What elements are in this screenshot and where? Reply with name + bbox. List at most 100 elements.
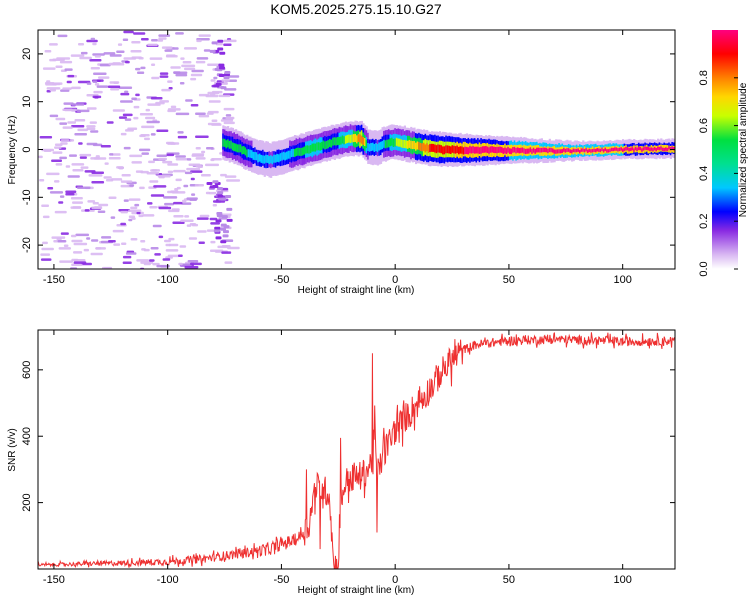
noise-cell xyxy=(108,239,116,243)
noise-cell xyxy=(197,230,207,233)
ridge-cell xyxy=(631,146,634,151)
ridge-cell xyxy=(225,140,228,149)
noise-cell xyxy=(194,184,204,187)
noise-cell xyxy=(131,217,136,220)
noise-cell xyxy=(67,175,80,178)
noise-cell xyxy=(195,146,201,150)
spectrogram-y-label: Frequency (Hz) xyxy=(7,116,18,185)
noise-cell xyxy=(52,58,65,61)
ridge-cell xyxy=(438,144,442,153)
ridge-cell xyxy=(316,142,319,151)
chart-title: KOM5.2025.275.15.10.G27 xyxy=(270,1,441,17)
noise-cell xyxy=(188,237,198,240)
ridge-cell xyxy=(494,146,497,154)
noise-cell xyxy=(71,125,85,128)
noise-cell xyxy=(222,230,229,234)
noise-cell xyxy=(57,34,68,38)
ridge-cell xyxy=(467,147,470,155)
ridge-cell xyxy=(279,153,282,162)
noise-cell xyxy=(120,92,130,96)
ridge-cell xyxy=(621,148,625,152)
noise-cell xyxy=(60,89,70,92)
noise-cell xyxy=(173,214,184,218)
ridge-cell xyxy=(395,137,399,146)
ridge-cell xyxy=(601,147,604,152)
ridge-cell xyxy=(391,137,394,146)
noise-cell xyxy=(95,155,100,158)
noise-cell xyxy=(108,156,121,160)
ridge-cell xyxy=(432,143,435,152)
noise-cell xyxy=(195,135,209,139)
ridge-cell xyxy=(344,135,348,144)
noise-cell xyxy=(186,167,201,171)
noise-cell xyxy=(123,199,129,202)
ridge-cell xyxy=(500,146,504,153)
ridge-cell xyxy=(617,148,620,152)
noise-cell xyxy=(223,39,237,43)
noise-cell xyxy=(158,157,167,161)
noise-cell xyxy=(123,30,134,34)
ridge-cell xyxy=(461,146,464,154)
noise-cell xyxy=(122,261,132,265)
ridge-cell xyxy=(397,138,400,147)
ridge-cell xyxy=(301,147,305,156)
ridge-cell xyxy=(669,146,672,151)
noise-cell xyxy=(88,174,103,177)
ridge-cell xyxy=(523,148,526,154)
noise-cell xyxy=(223,225,230,229)
ridge-cell xyxy=(440,145,443,154)
noise-cell xyxy=(67,121,76,124)
noise-cell xyxy=(83,248,90,252)
noise-cell xyxy=(214,226,221,230)
noise-cell xyxy=(140,239,146,243)
noise-cell xyxy=(74,133,87,136)
noise-cell xyxy=(84,209,90,212)
noise-cell xyxy=(158,37,167,40)
noise-cell xyxy=(175,32,184,35)
ridge-cell xyxy=(273,154,276,163)
ridge-cell xyxy=(598,148,601,152)
ridge-cell xyxy=(628,147,631,152)
noise-cell xyxy=(122,38,129,42)
ridge-cell xyxy=(528,148,531,154)
noise-cell xyxy=(210,240,216,244)
noise-cell xyxy=(94,83,100,86)
ridge-cell xyxy=(647,146,650,151)
noise-cell xyxy=(198,241,205,245)
noise-cell xyxy=(58,247,71,250)
noise-cell xyxy=(41,247,54,251)
noise-cell xyxy=(58,201,64,204)
ridge-cell xyxy=(481,146,485,153)
ridge-cell xyxy=(276,153,279,162)
ridge-cell xyxy=(376,143,379,153)
ridge-cell xyxy=(513,146,516,153)
noise-cell xyxy=(222,234,229,238)
ridge-cell xyxy=(381,141,384,150)
ridge-cell xyxy=(322,140,325,149)
noise-cell xyxy=(123,146,131,150)
ridge-cell xyxy=(246,149,249,158)
ridge-cell xyxy=(491,146,494,153)
noise-cell xyxy=(217,194,224,198)
noise-cell xyxy=(148,160,155,164)
ridge-cell xyxy=(588,148,591,153)
ridge-cell xyxy=(558,149,561,154)
noise-cell xyxy=(167,80,173,83)
ridge-cell xyxy=(424,144,427,153)
noise-cell xyxy=(191,69,204,73)
noise-cell xyxy=(165,243,171,247)
ridge-cell xyxy=(392,138,395,147)
noise-cell xyxy=(91,239,99,242)
ridge-cell xyxy=(534,148,537,154)
noise-cell xyxy=(109,153,114,156)
noise-cell xyxy=(70,196,83,200)
noise-cell xyxy=(120,210,128,214)
noise-cell xyxy=(175,178,182,182)
noise-cell xyxy=(195,60,206,64)
noise-cell xyxy=(143,262,151,266)
ridge-cell xyxy=(335,137,338,146)
noise-cell xyxy=(125,252,137,255)
noise-cell xyxy=(164,202,175,206)
noise-cell xyxy=(60,232,69,235)
noise-cell xyxy=(76,109,90,113)
